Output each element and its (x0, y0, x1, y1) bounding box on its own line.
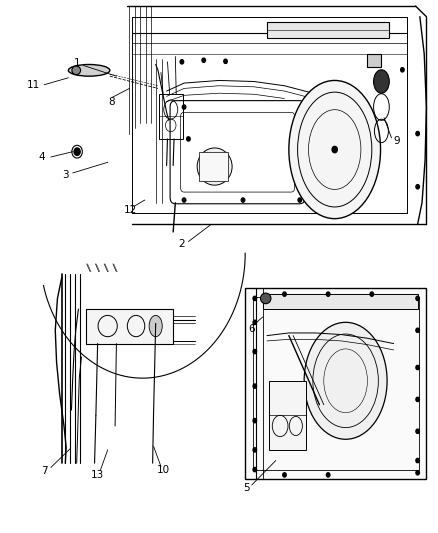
Circle shape (416, 397, 420, 401)
Text: 4: 4 (39, 152, 46, 162)
Circle shape (253, 320, 257, 325)
Circle shape (187, 137, 190, 141)
Circle shape (416, 429, 420, 433)
Circle shape (416, 458, 420, 463)
Circle shape (182, 105, 186, 109)
Ellipse shape (72, 66, 81, 75)
Circle shape (202, 58, 205, 62)
Text: 12: 12 (124, 205, 138, 215)
Text: 6: 6 (248, 324, 255, 334)
Text: 2: 2 (179, 239, 185, 249)
Circle shape (326, 292, 330, 296)
Ellipse shape (374, 70, 389, 93)
Circle shape (253, 448, 257, 452)
Bar (253, 297, 419, 470)
Ellipse shape (304, 322, 387, 439)
Circle shape (416, 328, 420, 333)
Ellipse shape (261, 293, 271, 304)
Bar (367, 54, 381, 67)
Circle shape (332, 147, 337, 153)
Circle shape (326, 473, 330, 477)
Ellipse shape (68, 64, 110, 76)
Circle shape (253, 296, 257, 301)
Circle shape (241, 198, 245, 202)
Circle shape (283, 473, 286, 477)
Bar (263, 294, 418, 309)
Circle shape (416, 366, 420, 369)
Ellipse shape (197, 148, 232, 185)
Circle shape (298, 198, 301, 202)
Circle shape (416, 132, 420, 136)
Circle shape (253, 418, 257, 423)
Text: 13: 13 (91, 470, 104, 480)
Circle shape (74, 148, 80, 156)
Bar (245, 288, 426, 479)
Circle shape (370, 292, 374, 296)
Ellipse shape (149, 316, 162, 337)
Circle shape (224, 59, 227, 63)
Bar (159, 94, 183, 139)
Text: 11: 11 (27, 80, 40, 90)
Circle shape (253, 384, 257, 388)
Text: 7: 7 (41, 466, 48, 475)
Text: 8: 8 (109, 96, 115, 107)
Bar (269, 381, 306, 450)
Bar (199, 152, 228, 181)
Circle shape (416, 471, 420, 475)
Bar (267, 22, 389, 38)
Text: 10: 10 (156, 465, 170, 475)
Circle shape (416, 296, 420, 301)
Circle shape (283, 292, 286, 296)
Circle shape (180, 60, 184, 64)
Text: 5: 5 (243, 483, 249, 493)
Bar (86, 309, 173, 344)
Text: 1: 1 (74, 59, 81, 68)
Circle shape (182, 198, 186, 202)
Circle shape (401, 68, 404, 72)
Circle shape (253, 467, 257, 472)
Text: 9: 9 (393, 136, 399, 146)
Ellipse shape (289, 80, 381, 219)
Circle shape (416, 184, 420, 189)
Text: 3: 3 (62, 170, 69, 180)
Circle shape (253, 350, 257, 354)
